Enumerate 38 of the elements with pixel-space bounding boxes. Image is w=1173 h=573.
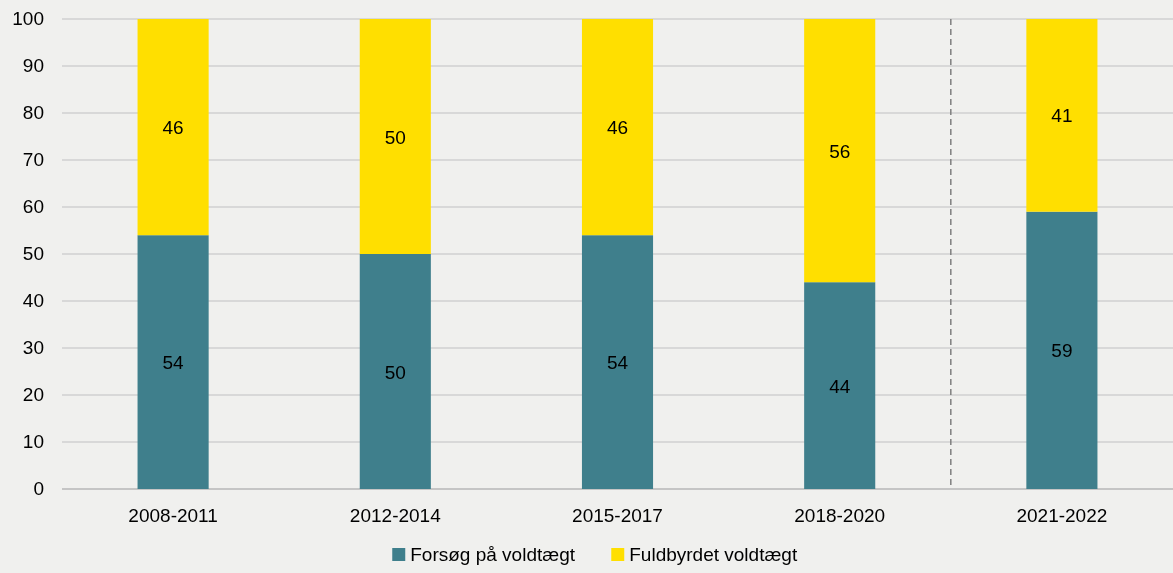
bar xyxy=(1026,19,1098,212)
data-label: 41 xyxy=(1051,105,1073,127)
y-tick-label: 70 xyxy=(22,149,44,170)
legend-label: Forsøg på voldtægt xyxy=(410,544,576,565)
data-label: 56 xyxy=(829,140,851,162)
y-tick-label: 0 xyxy=(33,478,44,499)
x-tick-label: 2018-2020 xyxy=(794,505,886,526)
data-label: 54 xyxy=(162,352,185,374)
bar xyxy=(359,19,431,254)
y-tick-label: 40 xyxy=(22,290,44,311)
bar xyxy=(804,282,876,489)
y-tick-label: 50 xyxy=(22,243,44,264)
bar xyxy=(804,19,876,283)
y-tick-label: 60 xyxy=(22,196,44,217)
data-label: 44 xyxy=(829,375,851,397)
data-label: 59 xyxy=(1051,340,1073,362)
x-tick-label: 2015-2017 xyxy=(572,505,663,526)
x-tick-label: 2012-2014 xyxy=(349,505,442,526)
data-label: 50 xyxy=(384,126,406,148)
y-tick-label: 100 xyxy=(12,8,44,29)
y-tick-label: 10 xyxy=(22,431,44,452)
data-label: 54 xyxy=(606,352,629,374)
bar xyxy=(137,235,209,489)
data-label: 46 xyxy=(162,117,184,139)
bar xyxy=(1026,211,1098,489)
data-label: 46 xyxy=(606,117,629,139)
y-tick-label: 90 xyxy=(22,55,44,76)
legend-label: Fuldbyrdet voldtægt xyxy=(629,544,798,565)
y-tick-label: 20 xyxy=(22,384,44,405)
data-label: 50 xyxy=(384,361,406,383)
bar xyxy=(581,19,654,236)
x-tick-label: 2008-2011 xyxy=(128,505,218,526)
bar xyxy=(359,254,431,489)
y-tick-label: 80 xyxy=(22,102,44,123)
y-tick-label: 30 xyxy=(22,337,44,358)
bar xyxy=(137,19,209,236)
bar xyxy=(581,235,654,489)
x-tick-label: 2021-2022 xyxy=(1016,505,1108,526)
